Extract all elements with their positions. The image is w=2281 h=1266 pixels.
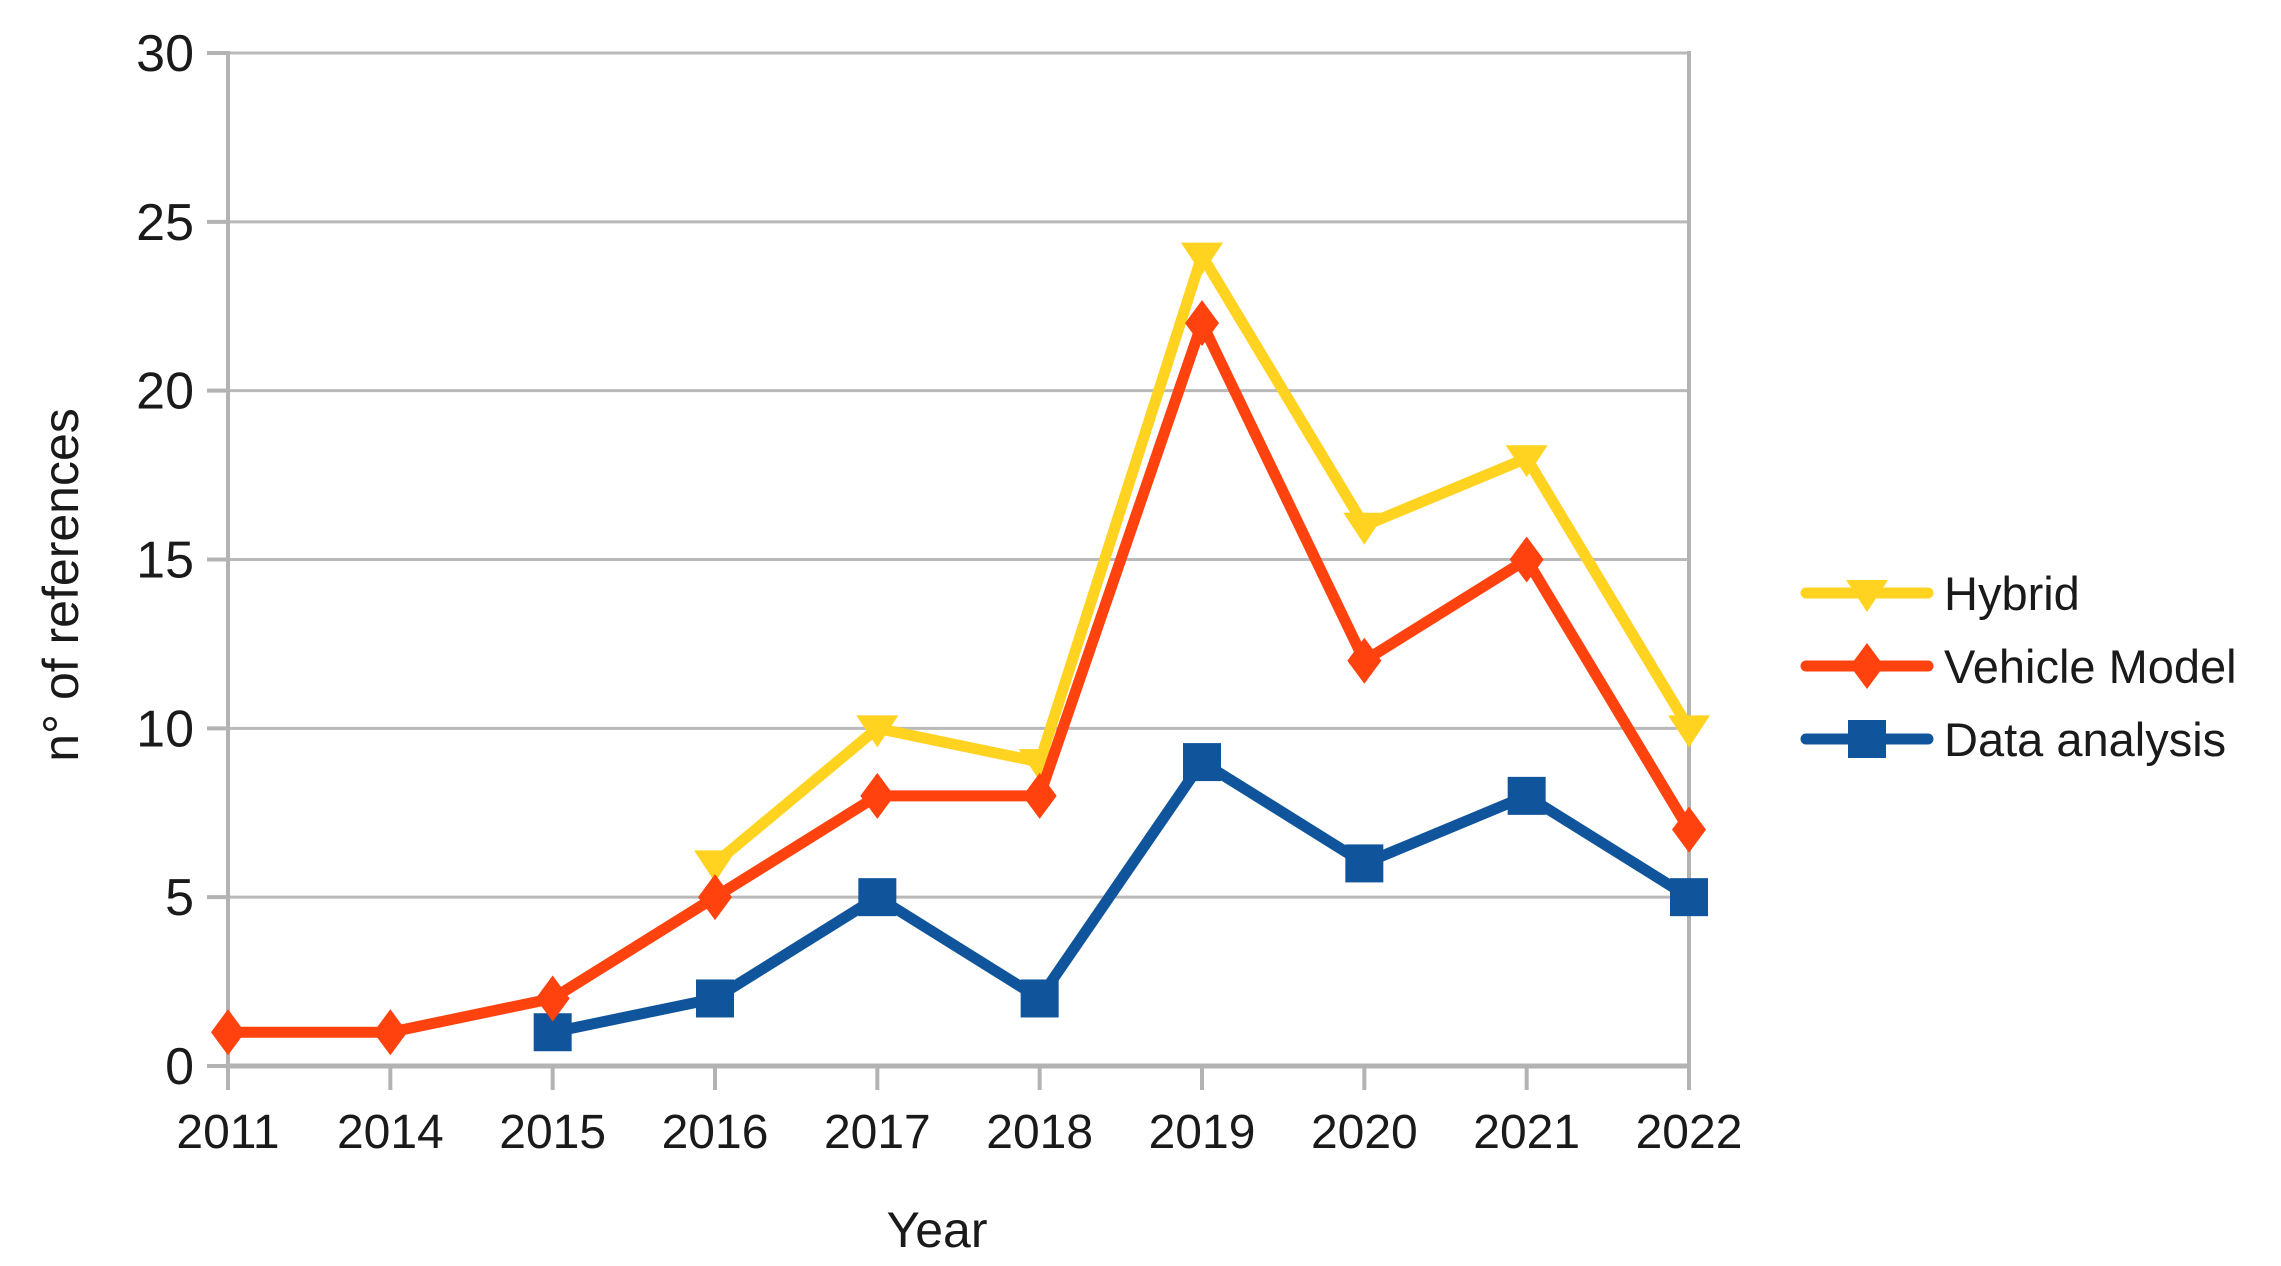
marker-vehicle-model: [373, 1009, 408, 1056]
y-axis-tick-labels: 0 5 10 15 20 25 30: [136, 25, 194, 1096]
marker-hybrid: [694, 850, 736, 883]
y-tick-label-20: 20: [136, 363, 194, 421]
legend-item-hybrid: Hybrid: [1800, 567, 2080, 620]
legend-swatch-marker-data-analysis: [1848, 720, 1886, 758]
gridlines: [228, 51, 1689, 1068]
marker-hybrid: [1181, 242, 1223, 275]
marker-vehicle-model: [535, 975, 570, 1022]
legend-item-data-analysis: Data analysis: [1800, 713, 2226, 766]
x-tick-label-2011: 2011: [176, 1106, 279, 1159]
x-tick-label-2014: 2014: [337, 1106, 444, 1159]
y-tick-label-15: 15: [136, 532, 194, 590]
legend-swatch-marker-vehicle-model: [1850, 643, 1884, 689]
y-tick-label-30: 30: [136, 25, 194, 83]
marker-data-analysis: [1507, 776, 1546, 815]
x-tick-label-2021: 2021: [1473, 1106, 1580, 1159]
y-tick-label-5: 5: [165, 869, 194, 927]
marker-data-analysis: [1345, 844, 1384, 883]
marker-data-analysis: [858, 878, 897, 917]
x-tick-label-2016: 2016: [662, 1106, 769, 1159]
x-axis-tick-labels: 2011 2014 2015 2016 2017 2018 2019 2020 2021 2022: [176, 1106, 1742, 1159]
x-tick-label-2019: 2019: [1149, 1106, 1256, 1159]
marker-vehicle-model: [1509, 536, 1544, 583]
axes: [207, 51, 1691, 1090]
marker-hybrid: [856, 715, 899, 748]
series-hybrid: [694, 242, 1710, 883]
legend-item-vehicle-model: Vehicle Model: [1800, 640, 2237, 693]
x-tick-label-2017: 2017: [824, 1106, 931, 1159]
marker-vehicle-model: [211, 1009, 245, 1056]
marker-hybrid: [1505, 445, 1548, 478]
series-line-data-analysis: [547, 756, 1695, 1038]
x-tick-label-2018: 2018: [986, 1106, 1093, 1159]
series-vehicle-model: [211, 300, 1706, 1056]
marker-data-analysis: [1183, 743, 1221, 782]
legend: Hybrid Vehicle Model Data analysis: [1800, 567, 2237, 766]
marker-data-analysis: [1670, 878, 1708, 917]
marker-vehicle-model: [1022, 772, 1057, 819]
marker-data-analysis: [1020, 979, 1059, 1018]
marker-vehicle-model: [1185, 300, 1219, 347]
marker-vehicle-model: [1347, 637, 1382, 684]
marker-vehicle-model: [698, 874, 732, 921]
series-data-analysis: [533, 743, 1708, 1052]
y-axis-title: n° of references: [33, 408, 89, 762]
x-tick-label-2020: 2020: [1311, 1106, 1418, 1159]
y-tick-label-10: 10: [136, 700, 194, 758]
marker-data-analysis: [696, 979, 734, 1018]
series-line-vehicle-model: [222, 317, 1695, 1038]
marker-vehicle-model: [1672, 806, 1706, 853]
marker-hybrid: [1343, 512, 1386, 545]
legend-label-data-analysis: Data analysis: [1944, 713, 2226, 766]
y-tick-label-25: 25: [136, 194, 194, 252]
marker-vehicle-model: [860, 772, 895, 819]
legend-label-vehicle-model: Vehicle Model: [1944, 640, 2237, 693]
x-axis-title: Year: [886, 1202, 987, 1258]
legend-label-hybrid: Hybrid: [1944, 567, 2080, 620]
marker-hybrid: [1668, 715, 1710, 748]
legend-swatch-marker-hybrid: [1846, 580, 1888, 612]
series-lines: [211, 242, 1710, 1056]
y-tick-label-0: 0: [165, 1038, 194, 1096]
x-tick-label-2022: 2022: [1636, 1106, 1743, 1159]
x-tick-label-2015: 2015: [499, 1106, 606, 1159]
